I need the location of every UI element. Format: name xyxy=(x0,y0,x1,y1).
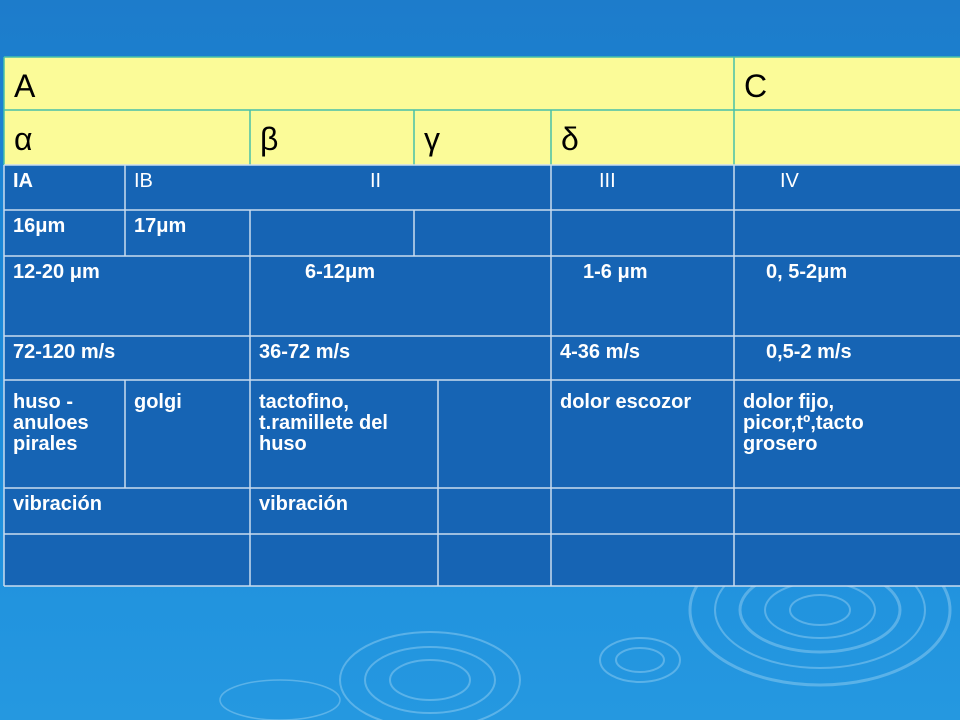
class-ib: IB xyxy=(134,170,153,192)
receptor-ib: golgi xyxy=(134,391,182,413)
receptor-ia: huso - anuloes pirales xyxy=(13,391,89,455)
class-iv: IV xyxy=(780,170,799,192)
speed-ia-ib: 72-120 m/s xyxy=(13,341,116,363)
class-iii: III xyxy=(599,170,616,192)
header-beta: β xyxy=(260,121,279,157)
speed-iv: 0,5-2 m/s xyxy=(766,341,852,363)
diameter-range-ii: 6-12μm xyxy=(305,261,376,283)
speed-ii: 36-72 m/s xyxy=(259,341,351,363)
diameter-range-ia-ib: 12-20 μm xyxy=(13,261,100,283)
diameter-ia: 16μm xyxy=(13,215,66,237)
diameter-range-iv: 0, 5-2μm xyxy=(766,261,848,283)
header-c: C xyxy=(744,68,768,104)
diameter-range-iii: 1-6 μm xyxy=(583,261,648,283)
receptor-ii: tactofino, t.ramillete del huso xyxy=(259,391,388,455)
header-alpha: α xyxy=(14,121,33,157)
diameter-ib: 17μm xyxy=(134,215,187,237)
speed-iii: 4-36 m/s xyxy=(560,341,641,363)
class-ia: IA xyxy=(13,170,33,192)
header-a: A xyxy=(14,68,36,104)
vibration-ii: vibración xyxy=(259,493,348,515)
vibration-ia-ib: vibración xyxy=(13,493,102,515)
receptor-iii: dolor escozor xyxy=(560,391,692,413)
header-delta: δ xyxy=(561,121,579,157)
class-ii: II xyxy=(369,170,382,192)
receptor-iv: dolor fijo, picor,tº,tacto grosero xyxy=(743,391,864,455)
header-gamma: γ xyxy=(424,121,440,157)
